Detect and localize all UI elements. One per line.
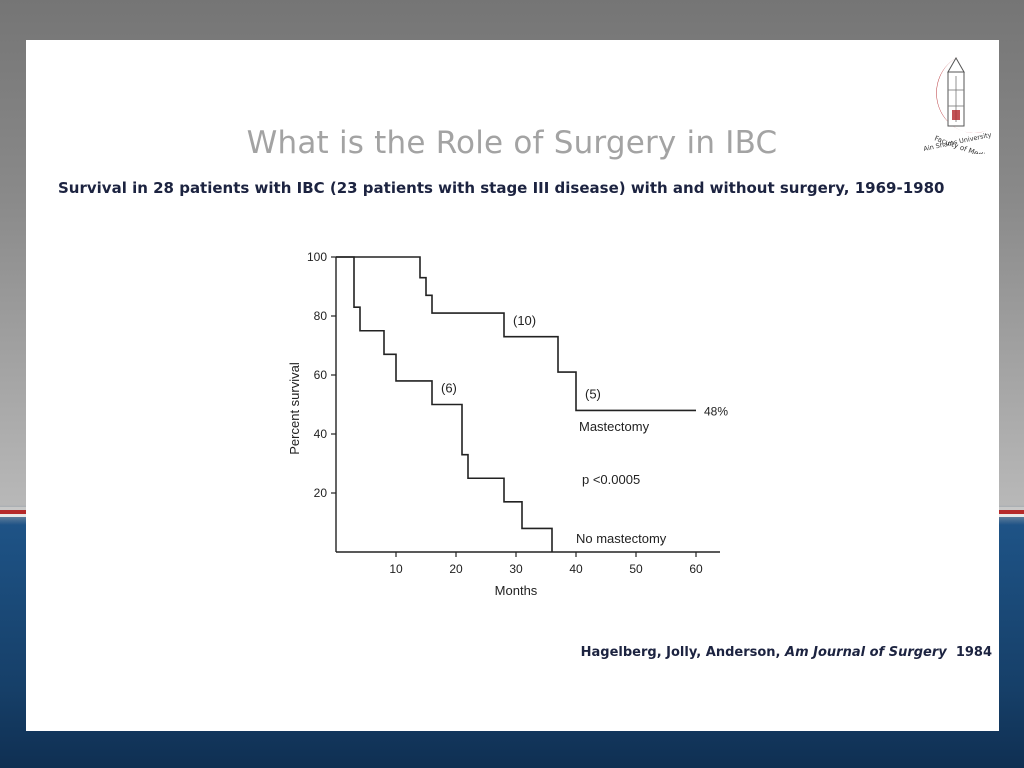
y-tick-label: 100: [307, 250, 327, 264]
citation-journal: Am Journal of Surgery: [785, 645, 947, 660]
y-tick-label: 60: [314, 368, 328, 382]
x-tick-label: 50: [629, 562, 643, 576]
x-axis-title: Months: [495, 583, 538, 598]
citation-authors: Hagelberg, Jolly, Anderson,: [580, 645, 781, 660]
chart-annotation: p <0.0005: [582, 472, 640, 487]
x-tick-label: 10: [389, 562, 403, 576]
x-tick-label: 60: [689, 562, 703, 576]
series-end-label: 48%: [704, 404, 728, 418]
y-tick-label: 40: [314, 427, 328, 441]
slide-canvas: [26, 40, 999, 731]
slide-title: What is the Role of Surgery in IBC: [246, 125, 778, 161]
chart-annotation: (10): [513, 313, 536, 328]
x-tick-label: 40: [569, 562, 583, 576]
series-line-no-mastectomy: [336, 256, 553, 552]
university-logo: Faculty of Medicine Ain Shams University: [923, 56, 996, 154]
chart-series: [336, 256, 696, 552]
chart-annotation: (5): [585, 387, 601, 402]
y-tick-label: 80: [314, 309, 328, 323]
chart-annotation: Mastectomy: [579, 419, 650, 434]
y-tick-label: 20: [314, 486, 328, 500]
y-axis-title: Percent survival: [287, 362, 302, 455]
x-tick-label: 20: [449, 562, 463, 576]
series-line-mastectomy: [336, 256, 696, 412]
chart-annotation: (6): [441, 381, 457, 396]
chart-axes: [331, 256, 720, 557]
chart-labels: 20 40 60 80 100 10 20 30 40 50 60 Months Percent sur…: [287, 250, 728, 598]
citation-year: 1984: [955, 645, 992, 660]
slide-subtitle: Survival in 28 patients with IBC (23 pat…: [58, 179, 945, 197]
citation: Hagelberg, Jolly, Anderson, Am Journal o…: [581, 645, 992, 660]
x-tick-label: 30: [509, 562, 523, 576]
chart-annotation: No mastectomy: [576, 531, 667, 546]
